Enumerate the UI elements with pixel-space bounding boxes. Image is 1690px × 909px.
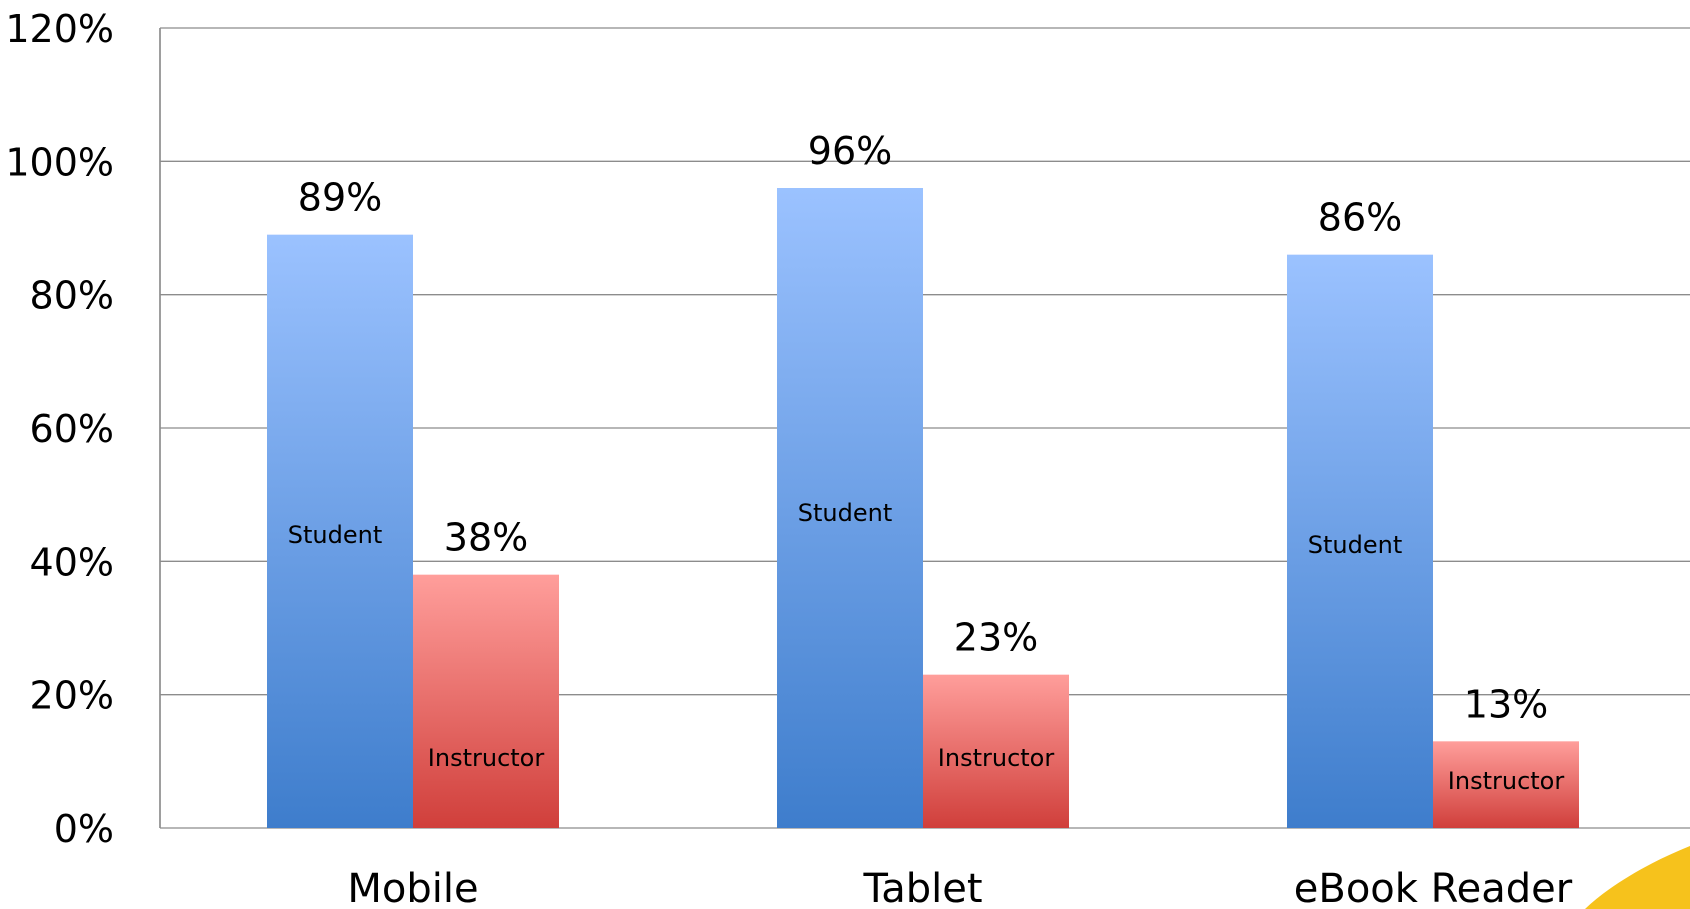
bar-instructor-tablet <box>923 674 1069 828</box>
y-axis-ticks: 0% 20% 40% 60% 80% 100% 120% <box>5 7 114 851</box>
bar-student-ebook-reader <box>1287 254 1433 828</box>
inbar-series-label: Instructor <box>1448 767 1565 795</box>
inbar-series-label: Student <box>1308 531 1402 559</box>
inbar-series-label: Student <box>288 521 382 549</box>
data-label: 38% <box>444 516 528 560</box>
data-label: 86% <box>1318 196 1402 240</box>
y-tick-label: 20% <box>30 674 114 718</box>
bars <box>267 188 1579 828</box>
y-tick-label: 40% <box>30 540 114 584</box>
data-label: 96% <box>808 129 892 173</box>
x-tick-label: Tablet <box>862 866 982 909</box>
inbar-series-label: Student <box>798 499 892 527</box>
y-tick-label: 120% <box>5 7 114 51</box>
x-tick-label: Mobile <box>347 866 478 909</box>
y-tick-label: 60% <box>30 407 114 451</box>
bar-student-tablet <box>777 188 923 828</box>
corner-decoration <box>1585 846 1690 909</box>
data-label: 89% <box>298 176 382 220</box>
data-labels: 89% Student 38% Instructor 96% Student 23% Inst… <box>288 129 1565 795</box>
data-label: 23% <box>954 616 1038 660</box>
bar-instructor-mobile <box>413 574 559 828</box>
inbar-series-label: Instructor <box>428 744 545 772</box>
bar-instructor-ebook-reader <box>1433 741 1579 828</box>
y-tick-label: 80% <box>30 274 114 318</box>
x-tick-label: eBook Reader <box>1294 866 1573 909</box>
x-axis-ticks: Mobile Tablet eBook Reader <box>347 866 1572 909</box>
inbar-series-label: Instructor <box>938 744 1055 772</box>
bar-student-mobile <box>267 234 413 828</box>
data-label: 13% <box>1464 682 1548 726</box>
y-tick-label: 100% <box>5 140 114 184</box>
y-tick-label: 0% <box>54 807 114 851</box>
